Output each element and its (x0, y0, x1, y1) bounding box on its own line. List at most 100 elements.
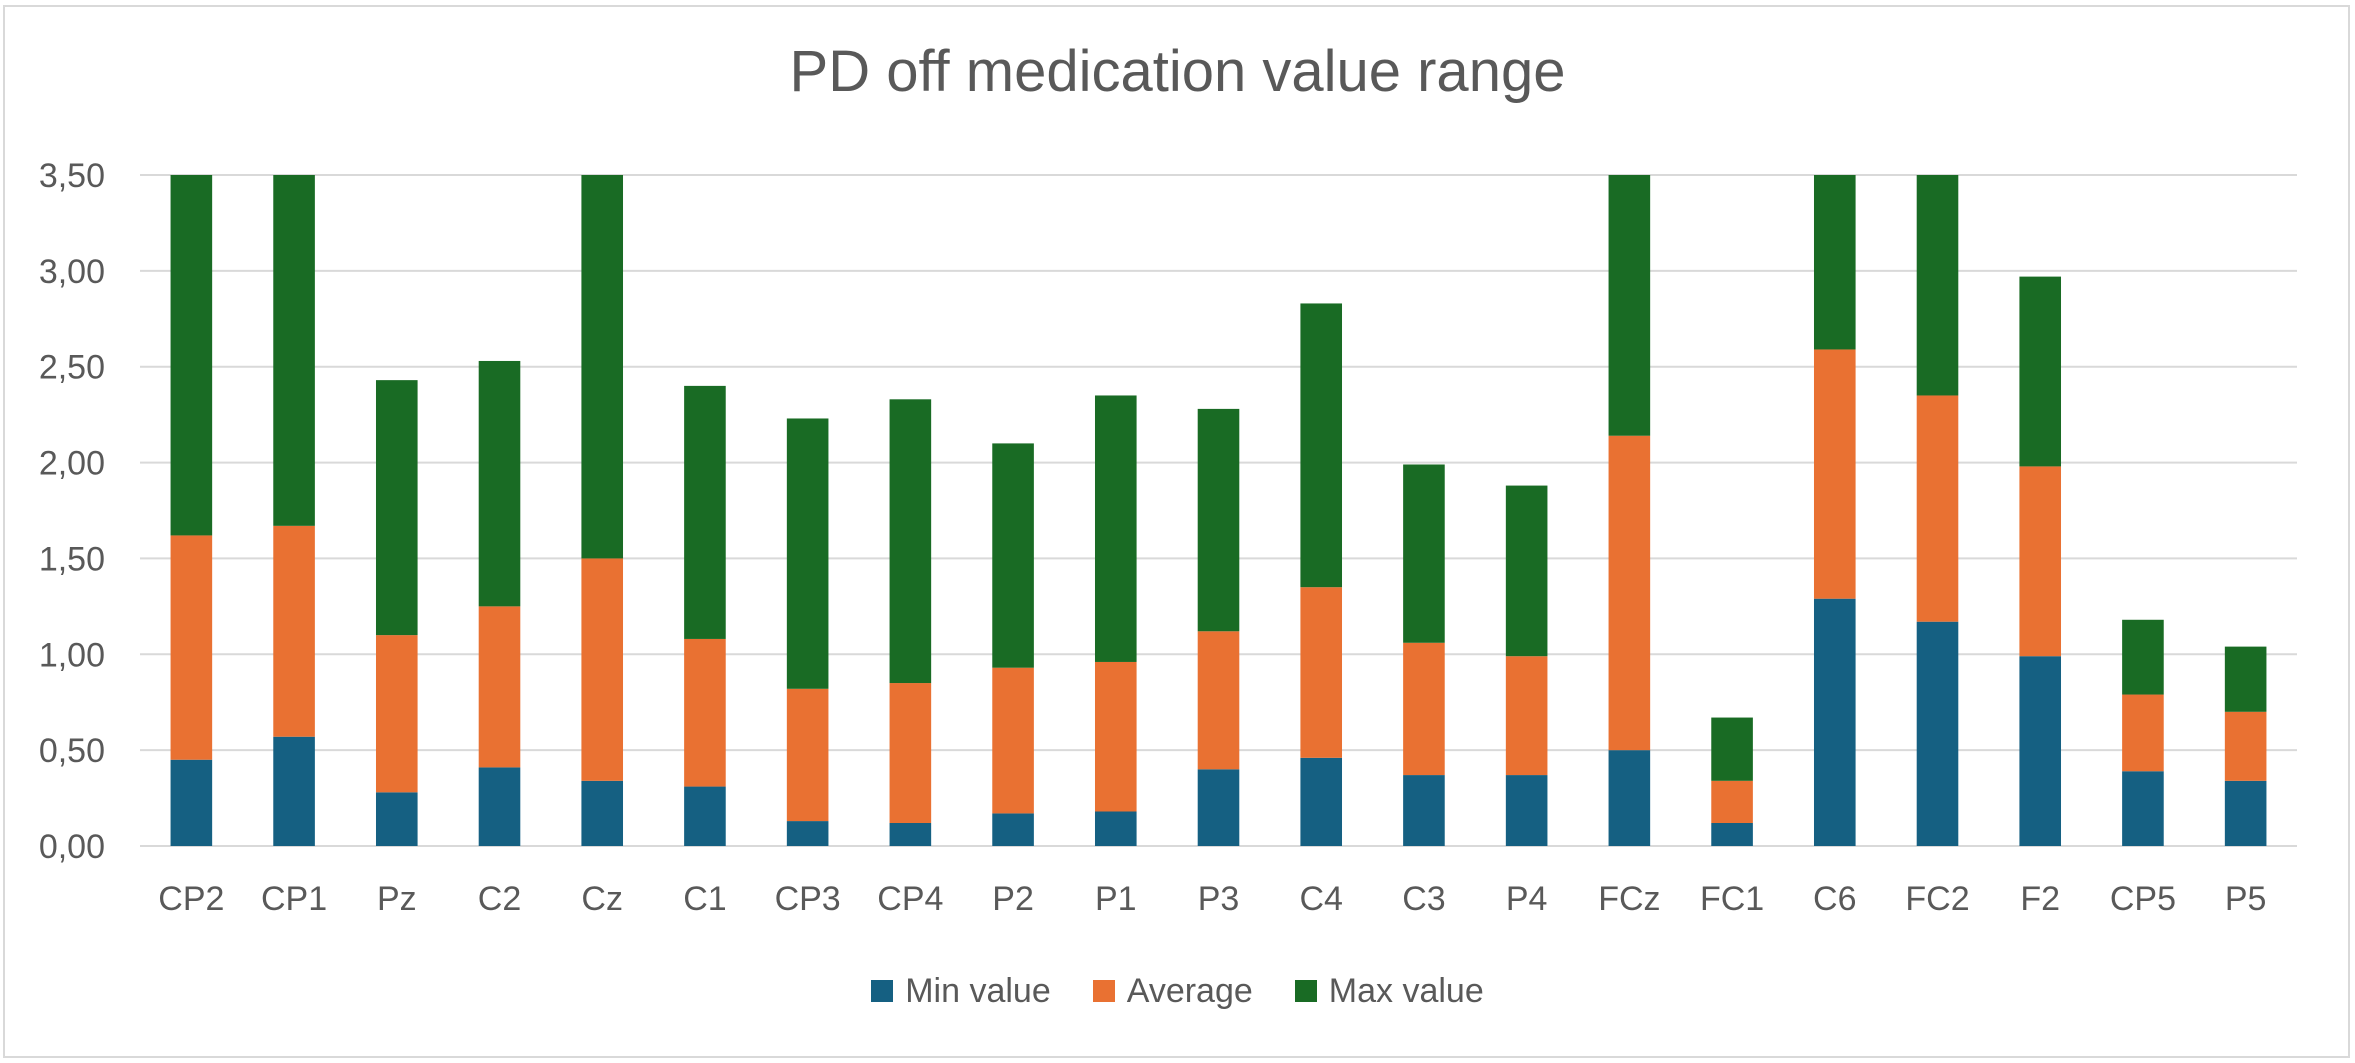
bars (170, 175, 2267, 846)
bar-min-value (1505, 775, 1548, 846)
legend-item: Min value (871, 972, 1051, 1011)
legend-label: Max value (1328, 971, 1484, 1010)
bar-max-value (992, 443, 1034, 668)
bar-min-value (273, 736, 315, 846)
x-tick-label: P2 (992, 880, 1034, 918)
bar-average (786, 688, 829, 822)
x-tick-label: CP2 (158, 880, 224, 918)
y-tick-label: 1,00 (39, 636, 105, 674)
x-tick-label: C3 (1402, 880, 1445, 918)
x-tick-label: P4 (1506, 880, 1548, 918)
bar-average (889, 683, 932, 823)
bar-min-value (1608, 750, 1651, 846)
bar-max-value (1197, 408, 1240, 632)
y-tick-label: 2,50 (39, 349, 105, 387)
bar-max-value (1916, 175, 1959, 396)
x-tick-label: FC2 (1905, 880, 1969, 918)
bar-min-value (478, 767, 521, 846)
legend-item: Max value (1294, 971, 1484, 1011)
bar-average (2224, 711, 2267, 781)
bar-min-value (684, 786, 726, 846)
bar-average (1197, 631, 1240, 770)
bar-average (2122, 694, 2164, 772)
bar-min-value (1916, 621, 1959, 846)
bar-min-value (1813, 598, 1856, 846)
x-tick-label: FCz (1598, 880, 1660, 918)
bar-min-value (1403, 775, 1445, 846)
bar-max-value (1403, 464, 1445, 643)
bar-average (1608, 435, 1651, 751)
x-tick-label: P3 (1198, 880, 1240, 918)
x-tick-label: CP3 (775, 880, 841, 918)
bar-max-value (2122, 619, 2164, 695)
bar-max-value (684, 385, 726, 639)
bar-average (1813, 349, 1856, 599)
bar-min-value (1197, 769, 1240, 846)
bar-max-value (1813, 175, 1856, 350)
bar-average (1711, 780, 1753, 823)
bar-max-value (1094, 395, 1137, 662)
legend-swatch (1092, 980, 1115, 1002)
x-axis-tick-labels: CP2 CP1 Pz C2 Cz C1 CP3 CP4 P2 P1 P3 C4 C3 P4 FCz FC1 C6… (158, 880, 2266, 918)
bar-average (1916, 395, 1959, 622)
x-tick-label: CP1 (261, 880, 327, 918)
bar-max-value (273, 175, 315, 526)
legend-swatch (871, 980, 894, 1002)
y-tick-label: 2,00 (39, 445, 105, 483)
y-tick-label: 3,00 (39, 253, 105, 291)
bar-average (1300, 587, 1343, 758)
bar-min-value (992, 813, 1034, 846)
bar-min-value (170, 759, 213, 846)
bar-average (273, 525, 315, 737)
bar-average (684, 638, 726, 787)
bar-min-value (786, 821, 829, 846)
bar-average (478, 606, 521, 768)
x-tick-label: CP5 (2110, 880, 2176, 918)
bar-average (2019, 466, 2062, 657)
bar-max-value (581, 175, 624, 559)
x-tick-label: FC1 (1700, 880, 1764, 918)
x-tick-label: P1 (1095, 880, 1137, 918)
legend-item: Average (1092, 971, 1253, 1011)
bar-max-value (1505, 485, 1548, 657)
bar-average (1505, 656, 1548, 776)
x-tick-label: C4 (1299, 880, 1342, 918)
y-tick-label: 3,50 (39, 157, 105, 195)
bar-max-value (2019, 276, 2062, 467)
y-tick-label: 0,50 (39, 732, 105, 770)
x-tick-label: Pz (377, 880, 417, 918)
bar-average (375, 635, 418, 793)
x-tick-label: CP4 (877, 880, 943, 918)
bar-max-value (478, 360, 521, 607)
y-tick-label: 1,50 (39, 540, 105, 578)
bar-max-value (2224, 646, 2267, 712)
bar-average (1403, 642, 1445, 776)
legend-label: Min value (905, 971, 1051, 1010)
bar-min-value (1711, 822, 1753, 846)
bar-average (992, 667, 1034, 814)
x-tick-label: C2 (478, 880, 521, 918)
bar-max-value (889, 399, 932, 684)
bar-max-value (1300, 303, 1343, 588)
x-tick-label: Cz (581, 880, 623, 918)
x-tick-label: C6 (1813, 880, 1856, 918)
bar-min-value (581, 780, 624, 846)
bar-min-value (889, 822, 932, 846)
bar-max-value (170, 175, 213, 536)
bar-max-value (1711, 717, 1753, 781)
bar-min-value (2224, 780, 2267, 846)
bar-average (170, 535, 213, 760)
bar-max-value (375, 380, 418, 636)
bar-min-value (375, 792, 418, 846)
y-tick-label: 0,00 (39, 828, 105, 866)
chart-title: PD off medication value range (789, 39, 1566, 104)
x-tick-label: P5 (2225, 880, 2267, 918)
bar-average (1094, 661, 1137, 812)
legend-label: Average (1126, 971, 1253, 1010)
y-axis-tick-labels: 0,00 0,50 1,00 1,50 2,00 2,50 3,00 3,50 (39, 157, 105, 866)
legend-swatch (1294, 980, 1317, 1002)
bar-min-value (1094, 811, 1137, 846)
x-tick-label: F2 (2020, 880, 2060, 918)
bar-max-value (1608, 175, 1651, 436)
